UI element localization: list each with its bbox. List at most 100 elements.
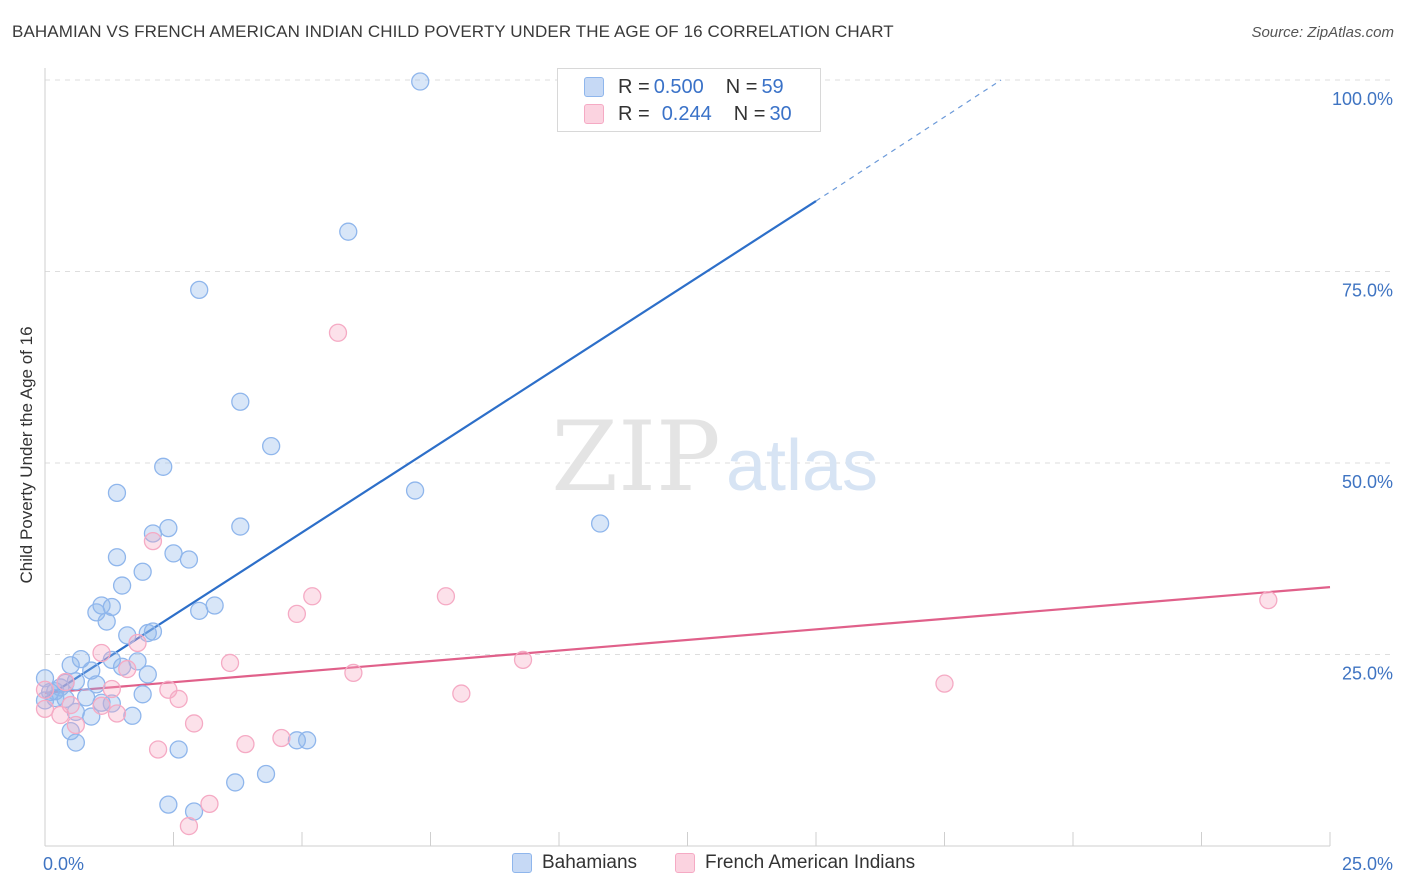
data-points [35,72,1278,836]
legend-item-french-american-indians: French American Indians [675,852,915,874]
point-bahamians [262,436,281,456]
point-french-american-indians [513,650,533,670]
trendline-french-american-indians [44,585,1331,694]
point-bahamians [97,612,116,631]
point-bahamians [143,524,163,543]
point-bahamians [405,481,425,500]
point-french-american-indians [66,715,85,735]
point-french-american-indians [56,672,75,692]
point-bahamians [61,656,80,675]
gridlines [45,79,1393,655]
point-bahamians [102,650,121,670]
legend-label-french-american-indians: French American Indians [705,852,916,873]
point-french-american-indians [51,705,70,725]
point-french-american-indians [1259,590,1278,610]
point-french-american-indians [35,680,55,699]
legend-swatch-french-american-indians [675,853,695,873]
point-bahamians [133,685,152,704]
legend-swatch-bahamians [512,853,532,873]
point-bahamians [159,518,178,538]
legend-label-bahamians: Bahamians [542,852,638,873]
point-bahamians [118,626,137,645]
point-bahamians [107,548,127,567]
trend-lines [44,79,1331,700]
point-bahamians [287,731,307,750]
point-french-american-indians [179,816,199,836]
legend-n-label: N = [733,102,766,125]
legend-r-label: R = [618,75,650,98]
legend-r-label: R = [618,102,650,125]
point-bahamians [76,688,96,707]
point-french-american-indians [303,587,322,606]
point-french-american-indians [118,659,137,679]
watermark-zip: ZIP [551,401,720,513]
point-bahamians [82,661,101,680]
point-bahamians [339,222,358,241]
point-bahamians [138,665,157,684]
point-french-american-indians [272,728,291,748]
y-tick-label: 25.0% [1342,664,1393,684]
axes [44,68,1331,847]
point-french-american-indians [328,323,348,342]
trendline-bahamians [44,200,817,700]
y-tick-label: 75.0% [1342,281,1393,301]
point-bahamians [231,517,250,536]
point-french-american-indians [35,699,55,719]
point-french-american-indians [236,734,255,754]
point-french-american-indians [287,604,307,624]
legend-r-value: 0.244 [661,102,712,125]
point-french-american-indians [128,633,147,653]
y-tick-label: 100.0% [1332,89,1393,109]
point-bahamians [107,483,127,503]
point-french-american-indians [143,531,163,551]
point-bahamians [590,514,610,533]
legend-swatch-french-american-indians [584,104,604,124]
legend-n-value: 59 [761,75,784,98]
point-bahamians [133,562,152,581]
legend-n-value: 30 [769,102,792,125]
y-tick-label: 50.0% [1342,472,1393,492]
point-bahamians [159,795,178,814]
point-french-american-indians [159,680,178,699]
chart-title: BAHAMIAN VS FRENCH AMERICAN INDIAN CHILD… [12,22,894,41]
point-french-american-indians [92,643,111,663]
point-french-american-indians [102,679,121,699]
watermark-atlas: atlas [726,426,878,506]
point-bahamians [256,764,276,784]
point-bahamians [112,576,132,595]
point-bahamians [66,733,85,752]
stats-legend: R = 0.500 N = 59 R = 0.244 N = 30 [557,68,821,132]
point-french-american-indians [220,653,240,673]
point-french-american-indians [107,704,127,723]
legend-n-label: N = [725,75,758,98]
x-tick-label: 25.0% [1342,854,1393,874]
legend-swatch-bahamians [584,77,604,97]
series-legend: Bahamians French American Indians [0,852,1406,876]
point-bahamians [190,280,209,300]
watermark: ZIP atlas [551,401,878,513]
point-bahamians [154,457,173,476]
point-french-american-indians [200,794,219,814]
point-bahamians [123,706,142,725]
point-french-american-indians [92,696,111,715]
point-bahamians [87,603,106,622]
point-bahamians [205,596,224,615]
point-bahamians [164,544,183,563]
legend-r-value: 0.500 [653,75,704,98]
point-bahamians [226,773,245,792]
legend-row-french-american-indians: R = 0.244 N = 30 [584,102,796,126]
point-bahamians [297,731,317,750]
point-bahamians [411,72,430,91]
x-tick-label: 0.0% [43,854,84,874]
point-french-american-indians [935,674,954,693]
point-french-american-indians [344,663,363,683]
point-bahamians [231,392,250,411]
point-french-american-indians [169,689,188,709]
point-bahamians [179,550,199,569]
point-french-american-indians [436,587,456,606]
point-bahamians [169,740,188,759]
point-french-american-indians [452,684,471,703]
point-bahamians [190,601,209,620]
legend-item-bahamians: Bahamians [512,852,637,874]
